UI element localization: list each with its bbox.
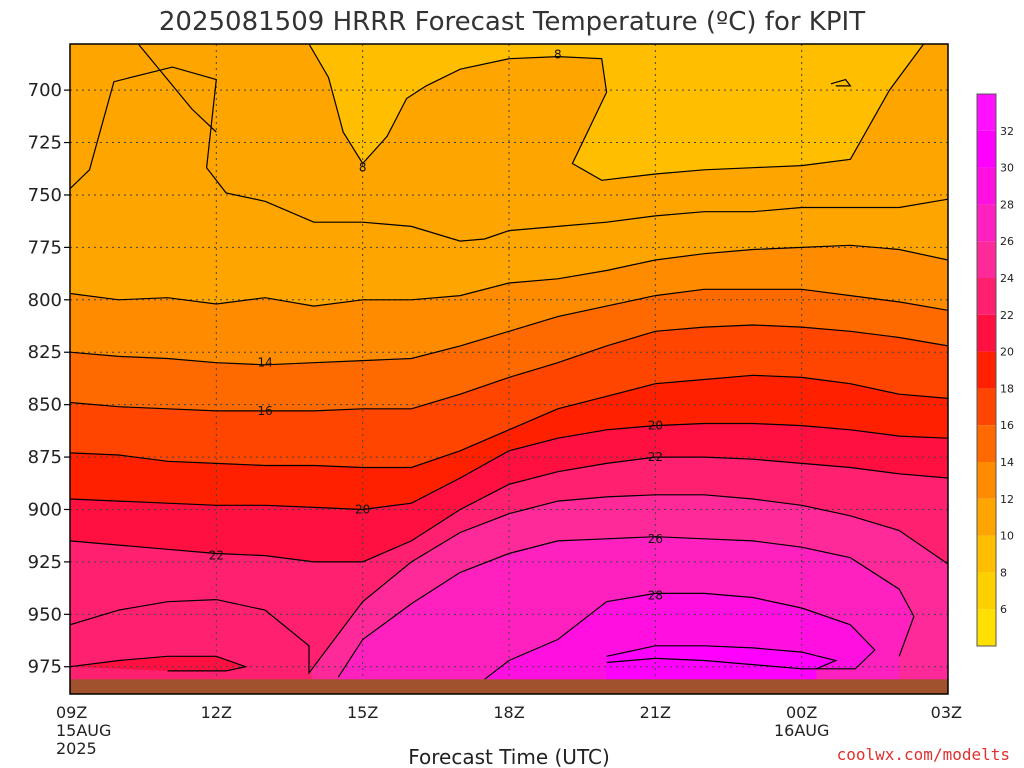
- gridlines: [70, 44, 948, 694]
- colorbar-swatch: [977, 167, 996, 205]
- ground-band: [70, 679, 948, 694]
- contour-label: 22: [648, 450, 663, 464]
- x-tick-label: 21Z: [640, 703, 671, 722]
- colorbar-tick-label: 32: [1000, 125, 1014, 138]
- chart-title: 2025081509 HRRR Forecast Temperature (ºC…: [159, 7, 865, 37]
- contour-line: [70, 374, 948, 469]
- colorbar-tick-label: 20: [1000, 346, 1014, 359]
- y-tick-label: 975: [28, 657, 62, 678]
- y-tick-label: 850: [28, 395, 62, 416]
- colorbar-tick-label: 30: [1000, 162, 1014, 175]
- colorbar-swatch: [977, 204, 996, 242]
- x-tick-sublabel: 2025: [56, 739, 97, 758]
- colorbar-tick-label: 16: [1000, 419, 1014, 432]
- colorbar-swatch: [977, 94, 996, 131]
- colorbar-tick-label: 14: [1000, 456, 1014, 469]
- contour-lines: [70, 44, 948, 680]
- y-tick-label: 725: [28, 133, 62, 154]
- x-tick-label: 15Z: [347, 703, 378, 722]
- colorbar-tick-label: 24: [1000, 272, 1014, 285]
- colorbar-swatch: [977, 425, 996, 462]
- colorbar-tick-label: 8: [1000, 566, 1007, 579]
- contour-label: 26: [648, 532, 663, 546]
- contour-labels: 8 8 14 16 20 22 20 22 26 28: [209, 47, 663, 602]
- x-tick-label: 12Z: [201, 703, 232, 722]
- contour-line: [337, 536, 915, 678]
- colorbar-swatch: [977, 388, 996, 426]
- contour-line: [70, 288, 948, 366]
- contour-label: 8: [359, 161, 367, 175]
- y-tick-label: 900: [28, 499, 62, 520]
- y-tick-label: 750: [28, 185, 62, 206]
- colorbar-swatch: [977, 609, 996, 646]
- y-tick-label: 775: [28, 237, 62, 258]
- y-axis: 700 725 750 775 800 825 850 875 900 925 950 975: [28, 80, 70, 678]
- contour-label: 22: [209, 549, 224, 563]
- colorbar-swatch: [977, 314, 996, 352]
- y-tick-label: 875: [28, 447, 62, 468]
- contour-label: 20: [648, 419, 663, 433]
- colorbar-tick-label: 18: [1000, 382, 1014, 395]
- contour-label: 16: [257, 404, 272, 418]
- contour-label: 8: [554, 47, 562, 61]
- colorbar-tick-label: 26: [1000, 235, 1014, 248]
- contour-line: [70, 655, 248, 672]
- colorbar: 6 8 10 12 14 16 18 20 22 24 26 28 30 32: [976, 93, 1014, 647]
- contour-label: 28: [648, 588, 663, 602]
- fill-8-pocket: [309, 44, 924, 181]
- colorbar-tick-label: 22: [1000, 309, 1014, 322]
- contour-label: 14: [257, 356, 272, 370]
- contour-line: [70, 456, 948, 563]
- x-tick-label: 00Z: [786, 703, 817, 722]
- contour-line: [70, 244, 948, 307]
- x-axis-label: Forecast Time (UTC): [408, 745, 610, 768]
- y-tick-label: 950: [28, 604, 62, 625]
- colorbar-swatch: [977, 278, 996, 315]
- y-tick-label: 800: [28, 290, 62, 311]
- colorbar-tick-label: 12: [1000, 493, 1014, 506]
- colorbar-swatch: [977, 351, 996, 389]
- contour-line: [830, 78, 852, 87]
- temperature-fills: [70, 44, 948, 694]
- plot-frame: [69, 43, 949, 695]
- credit-link[interactable]: coolwx.com/modelts: [837, 745, 1010, 764]
- plot-area: 8 8 14 16 20 22 20 22 26 28: [70, 44, 948, 694]
- x-tick-label: 18Z: [493, 703, 524, 722]
- contour-line: [606, 645, 838, 670]
- x-tick-label: 09Z: [56, 703, 87, 722]
- contour-line: [308, 44, 925, 181]
- colorbar-tick-label: 6: [1000, 603, 1007, 616]
- contour-label: 20: [355, 502, 370, 516]
- fill-8-pocket: [830, 79, 851, 86]
- y-tick-label: 700: [28, 80, 62, 101]
- x-tick-sublabel: 16AUG: [774, 721, 829, 740]
- colorbar-tick-label: 28: [1000, 198, 1014, 211]
- x-tick-label: 03Z: [931, 703, 962, 722]
- y-tick-label: 925: [28, 552, 62, 573]
- fill-28: [484, 593, 875, 694]
- y-tick-label: 825: [28, 342, 62, 363]
- colorbar-swatch: [977, 535, 996, 573]
- fill-20-pocket: [70, 656, 246, 671]
- contour-line: [484, 592, 876, 680]
- colorbar-swatch: [977, 130, 996, 168]
- colorbar-swatch: [977, 498, 996, 536]
- colorbar-swatch: [977, 462, 996, 499]
- colorbar-swatch: [977, 241, 996, 278]
- contour-line: [70, 494, 948, 675]
- contour-line: [70, 422, 948, 511]
- colorbar-tick-label: 10: [1000, 530, 1014, 543]
- colorbar-swatch: [977, 572, 996, 610]
- colorbar-frame: [976, 93, 997, 647]
- x-tick-sublabel: 15AUG: [56, 721, 111, 740]
- contour-line: [137, 44, 217, 133]
- contour-line: [70, 66, 948, 242]
- contour-line: [70, 324, 948, 412]
- fill-22-pocket: [70, 599, 314, 694]
